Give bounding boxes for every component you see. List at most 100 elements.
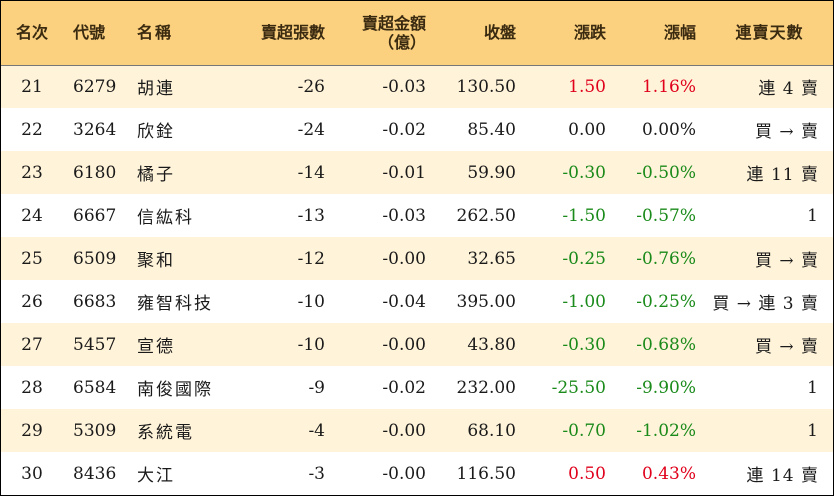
- header-code[interactable]: 代號: [73, 23, 106, 43]
- cell-rank: 29: [21, 420, 43, 441]
- table-row[interactable]: 24 6667 信紘科 -13 -0.03 262.50 -1.50 -0.57% 1: [1, 194, 833, 237]
- cell-rank: 27: [21, 334, 43, 355]
- cell-net-sell-amount: -0.02: [382, 377, 426, 398]
- cell-code: 6509: [73, 248, 117, 269]
- cell-net-sell-amount: -0.03: [382, 205, 426, 226]
- cell-code: 6584: [73, 377, 117, 398]
- cell-net-sell-lots: -26: [297, 76, 325, 97]
- table-row[interactable]: 23 6180 橘子 -14 -0.01 59.90 -0.30 -0.50% 連 11 賣: [1, 151, 833, 194]
- header-name[interactable]: 名稱: [137, 23, 174, 43]
- cell-net-sell-lots: -10: [297, 291, 325, 312]
- cell-consecutive-days: 買 → 賣: [754, 122, 819, 142]
- cell-close: 130.50: [456, 76, 516, 97]
- cell-change-pct: -9.90%: [636, 377, 696, 398]
- cell-rank: 24: [21, 205, 43, 226]
- cell-close: 85.40: [467, 119, 516, 140]
- cell-change-pct: 0.43%: [641, 463, 696, 484]
- cell-code: 6180: [73, 162, 117, 183]
- cell-net-sell-lots: -13: [297, 205, 325, 226]
- cell-consecutive-days: 連 11 賣: [746, 165, 819, 185]
- cell-rank: 21: [21, 76, 43, 97]
- table-row[interactable]: 29 5309 系統電 -4 -0.00 68.10 -0.70 -1.02% 1: [1, 409, 833, 452]
- cell-change-pct: -0.76%: [636, 248, 696, 269]
- cell-consecutive-days: 買 → 賣: [754, 251, 819, 271]
- cell-change: 0.00: [568, 119, 606, 140]
- cell-net-sell-amount: -0.00: [382, 334, 426, 355]
- cell-net-sell-lots: -12: [297, 248, 325, 269]
- header-close[interactable]: 收盤: [483, 23, 516, 43]
- cell-name: 雍智科技: [137, 294, 213, 314]
- cell-change-pct: 1.16%: [641, 76, 696, 97]
- table-row[interactable]: 22 3264 欣銓 -24 -0.02 85.40 0.00 0.00% 買 → 賣: [1, 108, 833, 151]
- cell-close: 43.80: [467, 334, 516, 355]
- table-row[interactable]: 27 5457 宣德 -10 -0.00 43.80 -0.30 -0.68% 買 → 賣: [1, 323, 833, 366]
- cell-change: -0.30: [562, 162, 606, 183]
- cell-code: 6279: [73, 76, 117, 97]
- cell-change-pct: -1.02%: [636, 420, 696, 441]
- table-row[interactable]: 30 8436 大江 -3 -0.00 116.50 0.50 0.43% 連 14 賣: [1, 452, 833, 495]
- cell-name: 系統電: [137, 423, 194, 443]
- cell-rank: 25: [21, 248, 43, 269]
- cell-change-pct: 0.00%: [641, 119, 696, 140]
- cell-net-sell-lots: -14: [297, 162, 325, 183]
- cell-net-sell-lots: -3: [308, 463, 325, 484]
- cell-consecutive-days: 買 → 連 3 賣: [712, 294, 819, 314]
- cell-change: -0.70: [562, 420, 606, 441]
- cell-code: 8436: [73, 463, 117, 484]
- cell-net-sell-lots: -10: [297, 334, 325, 355]
- cell-net-sell-lots: -9: [308, 377, 325, 398]
- cell-change: -0.25: [562, 248, 606, 269]
- cell-close: 232.00: [456, 377, 516, 398]
- header-change-pct[interactable]: 漲幅: [663, 23, 696, 43]
- cell-name: 大江: [137, 466, 175, 486]
- cell-change: -1.00: [562, 291, 606, 312]
- cell-rank: 23: [21, 162, 43, 183]
- cell-name: 信紘科: [137, 208, 194, 228]
- cell-net-sell-amount: -0.04: [382, 291, 426, 312]
- cell-close: 262.50: [456, 205, 516, 226]
- cell-rank: 22: [21, 119, 43, 140]
- table-row[interactable]: 21 6279 胡連 -26 -0.03 130.50 1.50 1.16% 連 4 賣: [1, 65, 833, 108]
- cell-close: 59.90: [467, 162, 516, 183]
- table-row[interactable]: 26 6683 雍智科技 -10 -0.04 395.00 -1.00 -0.25% 買 → 連…: [1, 280, 833, 323]
- cell-name: 聚和: [137, 251, 175, 271]
- cell-consecutive-days: 1: [807, 420, 819, 441]
- cell-net-sell-lots: -24: [297, 119, 325, 140]
- cell-change: -1.50: [562, 205, 606, 226]
- cell-rank: 30: [21, 463, 43, 484]
- cell-change: 0.50: [568, 463, 606, 484]
- cell-net-sell-amount: -0.00: [382, 420, 426, 441]
- cell-change: 1.50: [568, 76, 606, 97]
- cell-code: 6683: [73, 291, 117, 312]
- cell-close: 68.10: [467, 420, 516, 441]
- cell-name: 胡連: [137, 79, 175, 100]
- cell-change-pct: -0.57%: [636, 205, 696, 226]
- cell-consecutive-days: 連 4 賣: [758, 79, 819, 100]
- cell-code: 6667: [73, 205, 117, 226]
- header-change[interactable]: 漲跌: [573, 23, 606, 43]
- table-row[interactable]: 28 6584 南俊國際 -9 -0.02 232.00 -25.50 -9.90% 1: [1, 366, 833, 409]
- header-consecutive-days[interactable]: 連賣天數: [735, 23, 804, 43]
- header-row: 名次 代號 名稱 賣超張數 賣超金額 （億） 收盤 漲跌 漲幅 連賣天數: [1, 1, 833, 65]
- table-row[interactable]: 25 6509 聚和 -12 -0.00 32.65 -0.25 -0.76% 買 → 賣: [1, 237, 833, 280]
- header-net-sell-amount-unit: （億）: [377, 32, 426, 52]
- cell-close: 32.65: [467, 248, 516, 269]
- cell-change: -25.50: [551, 377, 606, 398]
- cell-change: -0.30: [562, 334, 606, 355]
- header-net-sell-amount[interactable]: 賣超金額 （億）: [335, 1, 436, 65]
- table-header: 名次 代號 名稱 賣超張數 賣超金額 （億） 收盤 漲跌 漲幅 連賣天數: [1, 1, 833, 65]
- cell-change-pct: -0.50%: [636, 162, 696, 183]
- cell-net-sell-lots: -4: [308, 420, 325, 441]
- cell-close: 116.50: [456, 463, 516, 484]
- cell-name: 欣銓: [137, 122, 175, 142]
- cell-net-sell-amount: -0.00: [382, 463, 426, 484]
- cell-code: 3264: [73, 119, 117, 140]
- header-net-sell-lots[interactable]: 賣超張數: [260, 23, 325, 43]
- cell-rank: 26: [21, 291, 43, 312]
- table-body: 21 6279 胡連 -26 -0.03 130.50 1.50 1.16% 連 4 賣 22 32…: [1, 65, 833, 495]
- header-rank[interactable]: 名次: [15, 23, 48, 43]
- cell-close: 395.00: [456, 291, 516, 312]
- cell-change-pct: -0.25%: [636, 291, 696, 312]
